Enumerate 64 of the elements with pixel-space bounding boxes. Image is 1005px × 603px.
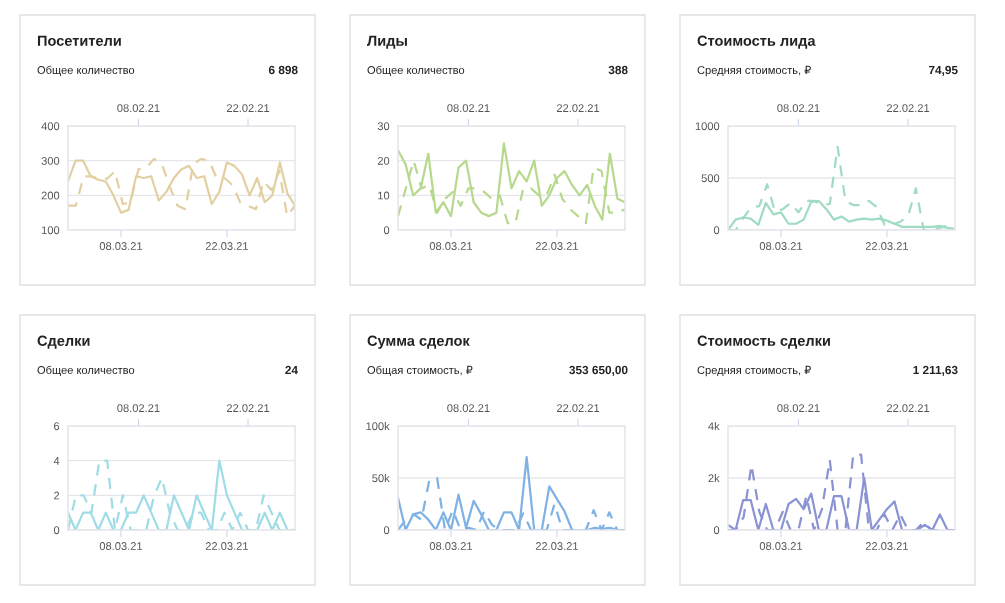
y-tick-label: 100 — [41, 226, 60, 235]
x2-tick-label: 22.02.21 — [886, 404, 930, 412]
text: 1 211,63 — [913, 365, 958, 376]
chart-title: Сумма сделок — [367, 335, 470, 349]
x-tick-label: 22.03.21 — [535, 542, 578, 550]
x-tick-label: 22.03.21 — [865, 242, 908, 250]
y-tick-label: 10 — [378, 191, 390, 200]
y-tick-label: 300 — [41, 156, 60, 165]
x2-tick-label: 08.02.21 — [447, 104, 490, 112]
y-tick-label: 0 — [713, 526, 720, 535]
x-tick-label: 08.03.21 — [99, 542, 143, 550]
x2-tick-label: 08.02.21 — [777, 104, 820, 112]
chart-subtitle: Общее количество — [37, 365, 135, 377]
chart-title: Стоимость сделки — [697, 335, 830, 349]
y-tick-label: 0 — [383, 526, 390, 535]
x-tick-label: 08.03.21 — [429, 542, 473, 550]
x-tick-label: 08.03.21 — [759, 542, 803, 550]
line-series — [398, 142, 625, 221]
y-tick-label: 500 — [701, 174, 720, 183]
text: 353 650,00 — [569, 365, 628, 376]
y-tick-label: 0 — [383, 226, 390, 235]
y-tick-label: 4k — [708, 421, 720, 431]
chart-subtitle: Средняя стоимость, ₽ — [697, 65, 811, 77]
x2-tick-label: 22.02.21 — [886, 104, 930, 112]
text: 6 898 — [268, 65, 298, 75]
chart-subtitle: Средняя стоимость, ₽ — [697, 365, 811, 377]
x2-tick-label: 22.02.21 — [556, 404, 600, 412]
text: 74,95 — [928, 65, 958, 76]
x2-tick-label: 22.02.21 — [226, 104, 270, 112]
x2-tick-label: 22.02.21 — [556, 104, 600, 112]
y-tick-label: 6 — [54, 422, 60, 431]
x-tick-label: 22.03.21 — [865, 542, 908, 550]
y-tick-label: 4 — [53, 457, 60, 465]
y-tick-label: 20 — [377, 156, 390, 165]
y-tick-label: 50k — [372, 473, 390, 483]
x2-tick-label: 22.02.21 — [226, 404, 270, 412]
y-tick-label: 1000 — [695, 122, 720, 131]
y-tick-label: 30 — [377, 122, 390, 131]
x2-tick-label: 08.02.21 — [117, 104, 160, 112]
x2-tick-label: 08.02.21 — [117, 404, 160, 412]
chart-title: Сделки — [37, 335, 90, 349]
x2-tick-label: 08.02.21 — [447, 404, 490, 412]
chart-title: Стоимость лида — [697, 35, 816, 49]
y-tick-label: 200 — [41, 191, 60, 200]
x-tick-label: 08.03.21 — [759, 242, 803, 250]
chart-subtitle: Общая стоимость, ₽ — [367, 365, 473, 377]
x-tick-label: 22.03.21 — [205, 542, 248, 550]
x-tick-label: 22.03.21 — [535, 242, 578, 250]
chart-subtitle: Общее количество — [37, 65, 135, 77]
chart-title: Посетители — [37, 35, 121, 46]
x2-tick-label: 08.02.21 — [777, 404, 820, 412]
y-tick-label: 2k — [708, 473, 720, 483]
x-tick-label: 08.03.21 — [429, 242, 473, 250]
chart-title: Лиды — [367, 35, 407, 49]
x-tick-label: 22.03.21 — [205, 242, 248, 250]
x-tick-label: 08.03.21 — [99, 242, 143, 250]
text: 24 — [285, 365, 298, 375]
y-tick-label: 0 — [53, 526, 60, 535]
y-tick-label: 400 — [41, 122, 60, 131]
y-tick-label: 100k — [366, 421, 390, 431]
y-tick-label: 0 — [713, 226, 720, 235]
chart-subtitle: Общее количество — [367, 65, 465, 77]
text: 388 — [608, 65, 628, 75]
y-tick-label: 2 — [54, 491, 60, 500]
